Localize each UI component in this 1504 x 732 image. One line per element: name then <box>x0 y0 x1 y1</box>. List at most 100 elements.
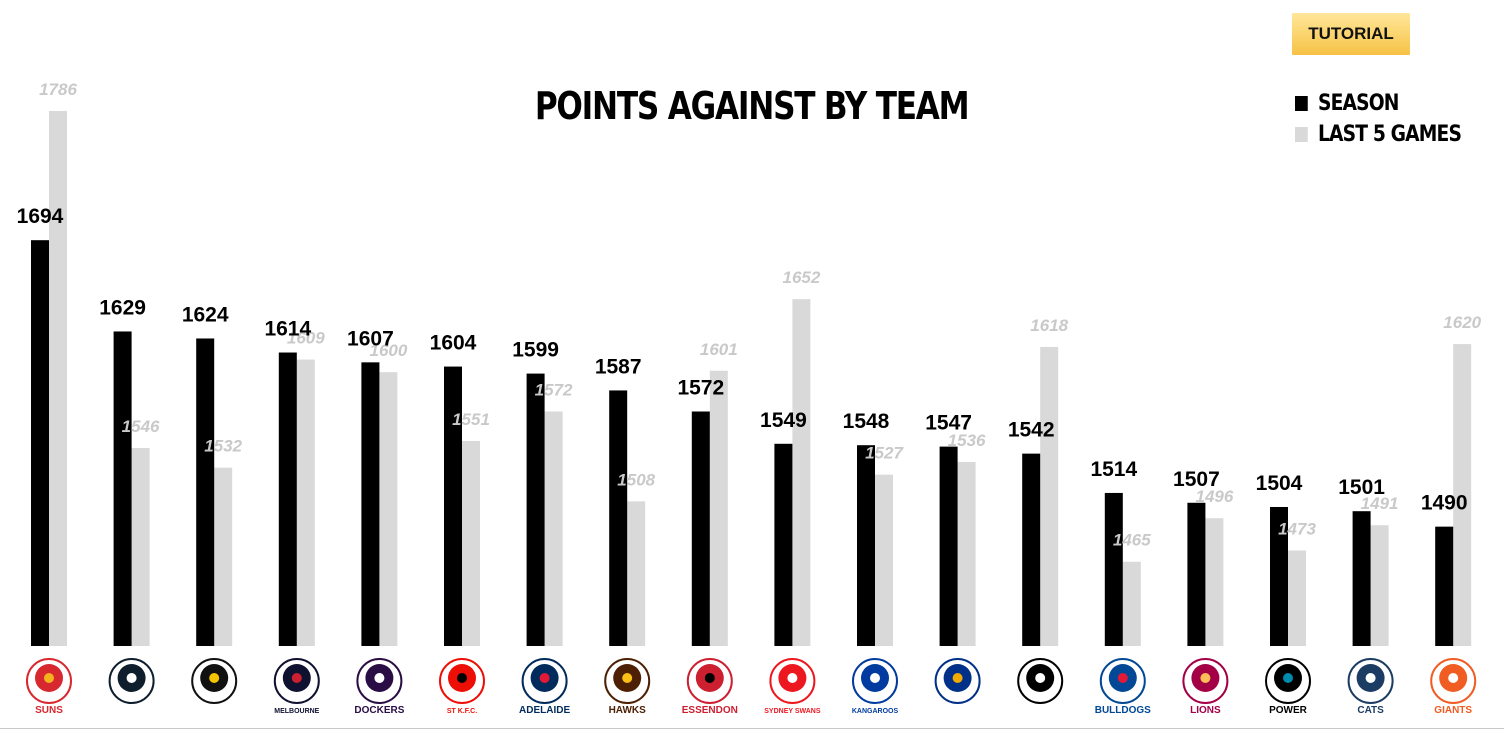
team-logo: ST K.F.C. <box>439 658 485 715</box>
team-logo-accent <box>622 673 633 683</box>
bar-last5 <box>544 411 563 646</box>
data-label-last5: 1601 <box>700 340 738 359</box>
team-logo: SUNS <box>26 658 72 716</box>
data-label-last5: 1508 <box>617 470 655 489</box>
legend-swatch-season <box>1295 96 1308 111</box>
data-label-season: 1604 <box>430 332 477 355</box>
legend-item-season: SEASON <box>1295 88 1461 119</box>
team-logo: HAWKS <box>604 658 651 716</box>
bar-last5 <box>627 501 646 646</box>
bar-last5 <box>1370 525 1389 646</box>
data-label-last5: 1618 <box>1030 316 1068 335</box>
team-logo-accent <box>126 673 137 683</box>
team-logo-text: BULLDOGS <box>1095 705 1151 716</box>
data-label-last5: 1527 <box>865 444 904 463</box>
team-logo: KANGAROOS <box>852 658 899 715</box>
data-label-last5: 1620 <box>1443 313 1481 332</box>
bar-last5 <box>792 299 811 646</box>
legend-label-last5: LAST 5 GAMES <box>1317 122 1462 147</box>
team-logo-accent <box>1365 673 1376 683</box>
data-label-season: 1507 <box>1173 468 1220 491</box>
data-label-last5: 1532 <box>204 437 242 456</box>
data-label-season: 1490 <box>1421 492 1468 515</box>
bar-season <box>278 352 297 646</box>
bar-season <box>1022 453 1041 646</box>
bar-last5 <box>1205 518 1224 646</box>
data-label-last5: 1496 <box>1195 487 1233 506</box>
team-logo-accent <box>457 673 467 683</box>
team-logo-text: CATS <box>1357 705 1384 716</box>
data-label-season: 1542 <box>1008 419 1055 442</box>
bar-season <box>857 445 875 646</box>
team-logo-text: POWER <box>1269 705 1308 716</box>
team-logo: MELBOURNE <box>273 658 320 715</box>
bar-last5 <box>379 372 398 646</box>
team-logo: DOCKERS <box>354 658 405 716</box>
team-logo-accent <box>1200 673 1211 683</box>
bar-season <box>526 373 545 646</box>
data-label-last5: 1546 <box>122 417 160 436</box>
team-logo <box>191 658 238 704</box>
team-logo-text: DOCKERS <box>354 705 404 716</box>
data-label-last5: 1491 <box>1361 494 1399 513</box>
team-logo-accent <box>374 673 385 683</box>
bar-last5 <box>957 462 976 646</box>
team-logo: BULLDOGS <box>1095 658 1151 716</box>
data-label-season: 1614 <box>264 318 311 341</box>
data-label-season: 1629 <box>99 296 146 319</box>
data-label-last5: 1473 <box>1278 520 1316 539</box>
data-label-last5: 1786 <box>39 80 77 99</box>
legend-swatch-last5 <box>1295 127 1308 142</box>
team-logo-accent <box>1117 673 1128 683</box>
data-label-last5: 1551 <box>452 410 490 429</box>
team-logo-accent <box>44 673 54 683</box>
data-label-last5: 1652 <box>782 268 820 287</box>
team-logo: CATS <box>1347 658 1394 716</box>
team-logo-text: KANGAROOS <box>852 708 899 715</box>
team-logo-accent <box>1448 673 1459 683</box>
bar-season <box>113 331 132 646</box>
bar-season <box>361 362 380 646</box>
bar-season <box>939 446 958 646</box>
bar-season <box>774 443 793 646</box>
bar-last5 <box>875 474 893 646</box>
data-label-last5: 1465 <box>1113 531 1151 550</box>
chart-legend: SEASON LAST 5 GAMES <box>1295 88 1490 150</box>
bar-season <box>609 390 628 646</box>
team-logo-accent <box>539 673 550 683</box>
data-label-last5: 1536 <box>948 431 986 450</box>
team-logo <box>1017 658 1064 704</box>
data-label-season: 1624 <box>182 303 229 326</box>
bottom-rule <box>0 728 1504 729</box>
data-label-season: 1514 <box>1090 458 1137 481</box>
bar-last5 <box>1040 346 1059 646</box>
bar-last5 <box>462 440 480 646</box>
team-logo-accent <box>704 673 715 683</box>
team-logo: ESSENDON <box>682 658 738 716</box>
team-logo-accent <box>209 673 220 683</box>
team-logo-text: ST K.F.C. <box>447 708 477 715</box>
bar-last5 <box>1453 344 1472 646</box>
team-logo: SYDNEY SWANS <box>764 658 821 715</box>
data-label-season: 1607 <box>347 327 394 350</box>
bar-last5 <box>1122 561 1141 646</box>
data-label-season: 1694 <box>17 205 64 228</box>
team-logo-accent <box>1283 673 1293 683</box>
team-logo-text: GIANTS <box>1434 705 1472 716</box>
tutorial-button[interactable]: TUTORIAL <box>1292 13 1410 55</box>
bar-last5 <box>296 359 315 646</box>
bar-season <box>1270 506 1288 646</box>
team-logo-accent <box>952 673 963 683</box>
team-logo-text: SYDNEY SWANS <box>764 708 821 715</box>
chart-title: POINTS AGAINST BY TEAM <box>534 84 970 128</box>
bar-last5 <box>49 111 67 646</box>
team-logo: POWER <box>1265 658 1311 716</box>
bar-season <box>1352 511 1371 646</box>
data-label-season: 1501 <box>1338 476 1385 499</box>
data-label-season: 1587 <box>595 355 642 378</box>
team-logo: ADELAIDE <box>519 658 570 716</box>
team-logo-accent <box>1035 673 1046 683</box>
data-label-last5: 1609 <box>287 329 325 348</box>
bar-season <box>444 366 462 646</box>
